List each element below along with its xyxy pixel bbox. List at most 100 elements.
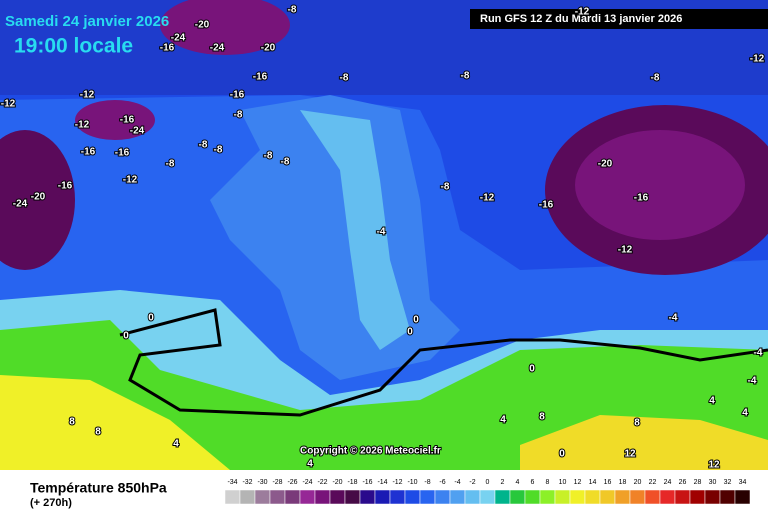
color-swatch — [239, 489, 256, 505]
legend-tick-label: -18 — [347, 479, 357, 486]
contour-label: -4 — [754, 348, 763, 359]
contour-label: 8 — [95, 427, 101, 438]
contour-label: 4 — [500, 415, 506, 426]
legend-tick-label: 12 — [574, 479, 582, 486]
contour-label: -12 — [480, 193, 495, 204]
contour-label: 0 — [148, 313, 154, 324]
contour-label: 8 — [69, 417, 75, 428]
contour-label: -20 — [31, 192, 46, 203]
legend-lead: (+ 270h) — [30, 497, 72, 509]
contour-label: -4 — [669, 313, 678, 324]
contour-label: -8 — [651, 73, 660, 84]
legend-tick-label: 32 — [724, 479, 732, 486]
color-swatch — [224, 489, 241, 505]
legend-tick-label: -16 — [362, 479, 372, 486]
legend-tick-label: -6 — [439, 479, 445, 486]
contour-label: -16 — [253, 72, 268, 83]
color-swatch — [614, 489, 631, 505]
color-swatch — [329, 489, 346, 505]
contour-label: 0 — [413, 315, 419, 326]
contour-label: 8 — [634, 418, 640, 429]
color-swatch — [479, 489, 496, 505]
contour-label: -4 — [377, 227, 386, 238]
contour-label: 4 — [173, 439, 179, 450]
color-swatch — [539, 489, 556, 505]
contour-label: -12 — [75, 120, 90, 131]
color-swatch — [494, 489, 511, 505]
date: Samedi 24 janvier 2026 — [5, 13, 169, 30]
color-swatch — [269, 489, 286, 505]
color-swatch — [674, 489, 691, 505]
contour-label: 12 — [708, 460, 720, 471]
contour-label: -12 — [123, 175, 138, 186]
color-swatch — [434, 489, 451, 505]
legend-tick-label: 4 — [516, 479, 520, 486]
legend-tick-label: 10 — [559, 479, 567, 486]
contour-label: -8 — [214, 145, 223, 156]
contour-label: -20 — [598, 159, 613, 170]
run-info: Run GFS 12 Z du Mardi 13 janvier 2026 — [480, 13, 682, 25]
contour-label: 4 — [307, 459, 313, 470]
legend-title: Température 850hPa — [30, 480, 167, 496]
legend-tick-label: -30 — [257, 479, 267, 486]
contour-label: -8 — [199, 140, 208, 151]
color-swatch — [344, 489, 361, 505]
color-swatch — [314, 489, 331, 505]
contour-label: -16 — [120, 115, 135, 126]
color-swatch — [599, 489, 616, 505]
contour-label: -8 — [461, 71, 470, 82]
legend-tick-label: -14 — [377, 479, 387, 486]
legend-tick-label: -2 — [469, 479, 475, 486]
legend-tick-label: -12 — [392, 479, 402, 486]
contour-label: 4 — [709, 396, 715, 407]
time: 19:00 locale — [14, 35, 133, 58]
color-swatch — [449, 489, 466, 505]
color-swatch — [359, 489, 376, 505]
color-swatch — [389, 489, 406, 505]
contour-label: -16 — [81, 147, 96, 158]
contour-label: 4 — [742, 408, 748, 419]
legend-tick-label: 0 — [486, 479, 490, 486]
color-swatch — [719, 489, 736, 505]
contour-label: -24 — [171, 33, 186, 44]
contour-label: -24 — [210, 43, 225, 54]
contour-label: -8 — [288, 5, 297, 16]
contour-label: -8 — [234, 110, 243, 121]
contour-label: -8 — [166, 159, 175, 170]
contour-label: -12 — [750, 54, 765, 65]
legend-tick-label: 18 — [619, 479, 627, 486]
legend-tick-label: -4 — [454, 479, 460, 486]
color-swatch — [509, 489, 526, 505]
color-swatch — [254, 489, 271, 505]
contour-label: -12 — [1, 99, 16, 110]
legend-tick-label: -32 — [242, 479, 252, 486]
legend-tick-label: 22 — [649, 479, 657, 486]
color-swatch — [299, 489, 316, 505]
contour-label: -20 — [261, 43, 276, 54]
color-swatch — [644, 489, 661, 505]
contour-label: -16 — [160, 43, 175, 54]
legend-tick-label: 34 — [739, 479, 747, 486]
contour-label: -8 — [264, 151, 273, 162]
color-swatch — [404, 489, 421, 505]
legend-tick-label: 2 — [501, 479, 505, 486]
legend-tick-label: -10 — [407, 479, 417, 486]
legend-tick-label: 6 — [531, 479, 535, 486]
legend-tick-label: 28 — [694, 479, 702, 486]
contour-label: -4 — [748, 376, 757, 387]
legend-tick-label: -22 — [317, 479, 327, 486]
color-swatch — [629, 489, 646, 505]
contour-label: -16 — [539, 200, 554, 211]
color-swatch — [659, 489, 676, 505]
legend-tick-label: 16 — [604, 479, 612, 486]
color-swatch — [584, 489, 601, 505]
contour-label: 0 — [407, 327, 413, 338]
contour-label: -24 — [13, 199, 28, 210]
color-swatch — [374, 489, 391, 505]
contour-label: -16 — [115, 148, 130, 159]
contour-label: -12 — [80, 90, 95, 101]
color-swatch — [734, 489, 751, 505]
contour-label: -16 — [634, 193, 649, 204]
color-swatch — [524, 489, 541, 505]
